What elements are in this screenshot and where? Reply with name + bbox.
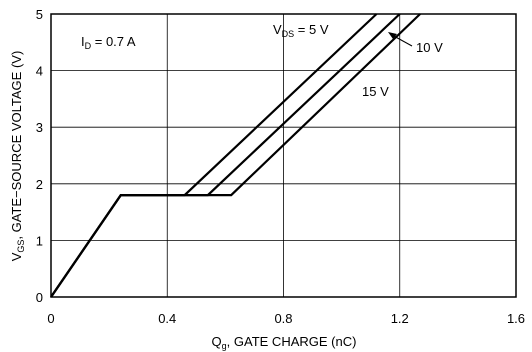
series-label-10v: 10 V: [416, 40, 443, 55]
x-axis-title: Qg, GATE CHARGE (nC): [212, 334, 357, 351]
y-axis-title: VGS, GATE−SOURCE VOLTAGE (V): [9, 51, 26, 262]
y-tick-label: 3: [36, 120, 43, 135]
series-label-10v-arrowhead: [388, 32, 397, 39]
x-tick-label: 1.6: [507, 311, 525, 326]
tick-labels: 0 0.4 0.8 1.2 1.6 0 1 2 3 4 5: [36, 7, 525, 326]
y-tick-label: 2: [36, 177, 43, 192]
series-label-15v: 15 V: [362, 84, 389, 99]
series-line-0: [50, 13, 378, 298]
x-tick-label: 0: [47, 311, 54, 326]
y-tick-label: 4: [36, 64, 43, 79]
y-tick-label: 5: [36, 7, 43, 22]
condition-label: ID = 0.7 A: [81, 34, 136, 51]
plot-frame: [50, 13, 517, 298]
x-tick-label: 1.2: [391, 311, 409, 326]
series-label-vds-5v: VDS = 5 V: [273, 22, 329, 39]
y-tick-label: 1: [36, 233, 43, 248]
y-tick-label: 0: [36, 290, 43, 305]
series-line-2: [50, 13, 421, 298]
x-tick-label: 0.4: [158, 311, 176, 326]
series-lines: [50, 13, 421, 298]
grid: [50, 13, 517, 298]
x-tick-label: 0.8: [274, 311, 292, 326]
series-label-10v-leader: [391, 34, 413, 47]
